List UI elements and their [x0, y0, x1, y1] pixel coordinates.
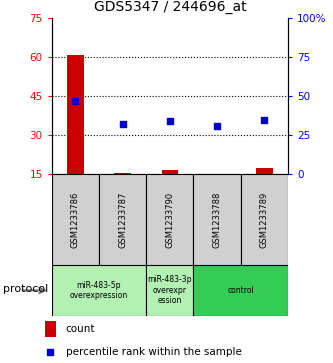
Bar [52, 265, 146, 316]
Text: GSM1233788: GSM1233788 [212, 191, 222, 248]
Text: miR-483-5p
overexpression: miR-483-5p overexpression [70, 281, 128, 300]
Bar [193, 174, 241, 265]
Bar [67, 54, 84, 174]
Bar [146, 265, 193, 316]
Point [73, 98, 78, 104]
Text: percentile rank within the sample: percentile rank within the sample [66, 347, 241, 357]
Point [214, 123, 220, 129]
Bar [146, 174, 193, 265]
Text: GSM1233790: GSM1233790 [165, 192, 174, 248]
Text: count: count [66, 324, 95, 334]
Text: control: control [227, 286, 254, 295]
Point [262, 117, 267, 123]
Bar [256, 168, 273, 174]
Text: GSM1233786: GSM1233786 [71, 191, 80, 248]
Point [213, 238, 219, 244]
Bar [52, 174, 99, 265]
Text: miR-483-3p
overexpr
ession: miR-483-3p overexpr ession [148, 276, 192, 305]
Title: GDS5347 / 244696_at: GDS5347 / 244696_at [94, 0, 246, 15]
Bar [99, 174, 146, 265]
Point [167, 118, 172, 124]
Text: protocol: protocol [3, 284, 49, 294]
Text: GSM1233787: GSM1233787 [118, 191, 127, 248]
Bar [241, 174, 288, 265]
Bar [45, 321, 56, 337]
Bar [162, 170, 178, 174]
Text: GSM1233789: GSM1233789 [260, 192, 269, 248]
Bar [193, 265, 288, 316]
Point [120, 121, 125, 127]
